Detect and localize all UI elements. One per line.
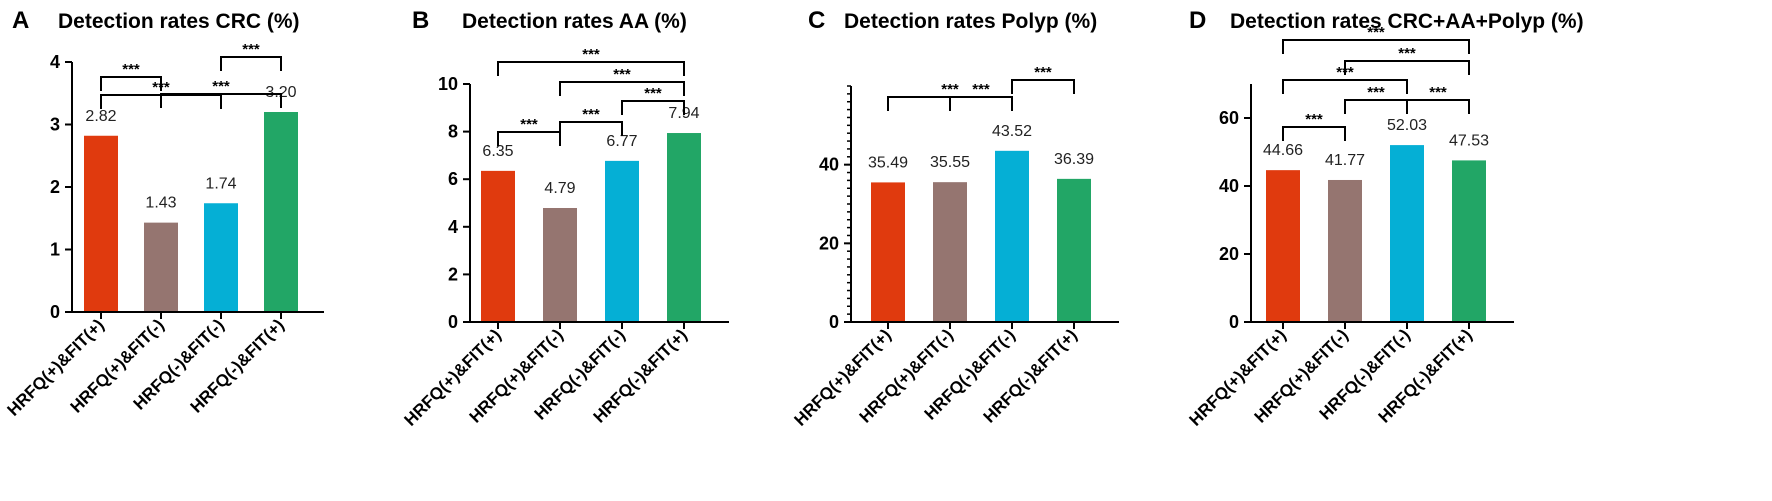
bar xyxy=(204,203,238,312)
significance-bracket xyxy=(1344,60,1470,75)
significance-label: *** xyxy=(972,81,990,98)
bar-value-label: 2.82 xyxy=(85,108,116,125)
significance-bracket xyxy=(621,100,685,115)
significance-label: *** xyxy=(1034,64,1052,81)
significance-bracket xyxy=(1344,99,1408,114)
bar xyxy=(481,170,515,322)
significance-bracket xyxy=(887,96,1013,111)
significance-bracket xyxy=(559,121,623,136)
bar xyxy=(605,160,639,322)
chart-title: Detection rates CRC (%) xyxy=(58,10,300,33)
y-tick-label: 20 xyxy=(1219,244,1239,264)
significance-bracket xyxy=(160,93,282,108)
significance-bracket xyxy=(949,96,1013,111)
bar-value-label: 36.39 xyxy=(1054,151,1094,168)
bar xyxy=(543,207,577,322)
y-tick-label: 0 xyxy=(50,302,60,322)
bar-value-label: 41.77 xyxy=(1325,152,1365,169)
significance-label: *** xyxy=(1367,24,1385,41)
bar xyxy=(84,135,118,312)
bar-value-label: 35.55 xyxy=(930,154,970,171)
panel-D: D Detection rates CRC+AA+Polyp (%) 0 20 40 60… xyxy=(1186,7,1584,430)
bar-value-label: 43.52 xyxy=(992,123,1032,140)
significance-label: *** xyxy=(1367,84,1385,101)
y-tick-label: 2 xyxy=(50,177,60,197)
significance-bracket xyxy=(1282,39,1470,54)
bar xyxy=(264,112,298,312)
bar-value-label: 47.53 xyxy=(1449,132,1489,149)
significance-label: *** xyxy=(1398,45,1416,62)
significance-bracket xyxy=(1011,79,1075,94)
significance-label: *** xyxy=(122,61,140,78)
significance-label: *** xyxy=(152,79,170,96)
bar xyxy=(667,133,701,322)
significance-label: *** xyxy=(212,78,230,95)
y-tick-label: 0 xyxy=(1229,312,1239,332)
y-tick-label: 4 xyxy=(448,217,458,237)
panel-letter: B xyxy=(412,7,429,34)
y-tick-label: 0 xyxy=(448,312,458,332)
bar-value-label: 44.66 xyxy=(1263,142,1303,159)
panel-B: B Detection rates AA (%) 0 2 4 6 8 10 6.35 4.79 6.… xyxy=(401,7,729,430)
bar-value-label: 6.35 xyxy=(482,143,513,160)
y-tick-label: 2 xyxy=(448,264,458,284)
y-tick-label: 1 xyxy=(50,240,60,260)
y-tick-label: 8 xyxy=(448,122,458,142)
bar xyxy=(144,222,178,312)
significance-label: *** xyxy=(582,46,600,63)
bar-value-label: 52.03 xyxy=(1387,117,1427,134)
significance-label: *** xyxy=(941,81,959,98)
significance-bracket xyxy=(100,76,162,91)
panel-A: A Detection rates CRC (%) 0 1 2 3 4 2.82 1.43 1.7… xyxy=(4,7,324,420)
y-tick-label: 3 xyxy=(50,115,60,135)
significance-bracket xyxy=(497,61,685,76)
significance-label: *** xyxy=(1429,84,1447,101)
significance-bracket xyxy=(1282,126,1346,141)
bar-value-label: 1.74 xyxy=(205,175,236,192)
y-tick-label: 0 xyxy=(829,312,839,332)
bar xyxy=(1266,170,1300,322)
panel-letter: D xyxy=(1189,7,1206,34)
y-tick-label: 20 xyxy=(819,233,839,253)
y-tick-label: 40 xyxy=(819,155,839,175)
bar-value-label: 3.20 xyxy=(265,84,296,101)
significance-bracket xyxy=(1406,99,1470,114)
y-tick-label: 40 xyxy=(1219,176,1239,196)
y-tick-label: 60 xyxy=(1219,108,1239,128)
significance-label: *** xyxy=(1305,111,1323,128)
significance-bracket xyxy=(559,81,685,96)
panel-letter: A xyxy=(12,7,29,34)
significance-label: *** xyxy=(582,106,600,123)
significance-label: *** xyxy=(644,85,662,102)
bar xyxy=(1057,178,1091,322)
significance-label: *** xyxy=(520,116,538,133)
chart-title: Detection rates Polyp (%) xyxy=(844,10,1097,33)
bar xyxy=(1390,145,1424,322)
bar xyxy=(1328,179,1362,322)
panel-C: C Detection rates Polyp (%) 0 20 40 35.49 35.5… xyxy=(791,7,1119,430)
significance-label: *** xyxy=(613,66,631,83)
bar-value-label: 35.49 xyxy=(868,154,908,171)
y-tick-label: 4 xyxy=(50,52,60,72)
bar-value-label: 4.79 xyxy=(544,180,575,197)
significance-bracket xyxy=(220,56,282,71)
bar-value-label: 1.43 xyxy=(145,195,176,212)
y-tick-label: 10 xyxy=(438,74,458,94)
y-tick-label: 6 xyxy=(448,169,458,189)
significance-bracket xyxy=(1282,79,1408,94)
bar xyxy=(1452,160,1486,322)
chart-title: Detection rates CRC+AA+Polyp (%) xyxy=(1230,10,1584,33)
panel-letter: C xyxy=(808,7,825,34)
significance-label: *** xyxy=(242,41,260,58)
bar xyxy=(933,182,967,322)
bar-value-label: 6.77 xyxy=(606,133,637,150)
bar xyxy=(871,182,905,322)
significance-bracket xyxy=(497,131,561,146)
chart-title: Detection rates AA (%) xyxy=(462,10,687,33)
bar xyxy=(995,150,1029,322)
